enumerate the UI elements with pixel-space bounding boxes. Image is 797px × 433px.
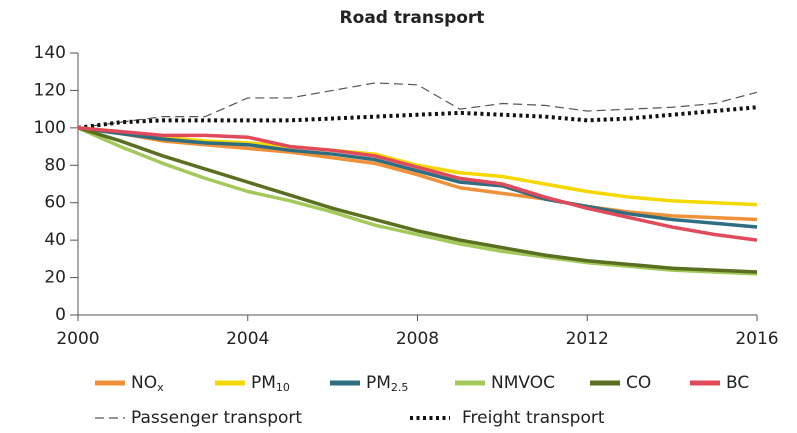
legend-name: CO — [626, 373, 651, 393]
series-line — [77, 82, 758, 129]
legend-subscript: 10 — [276, 381, 290, 394]
series-line — [77, 126, 758, 229]
y-tick-label: 20 — [44, 268, 66, 288]
legend-name: Freight transport — [462, 408, 605, 428]
legend-label: BC — [726, 373, 749, 393]
legend-name: PM — [366, 373, 391, 393]
legend-name: BC — [726, 373, 749, 393]
x-tick-label: 2004 — [226, 329, 269, 349]
legend-label: NMVOC — [491, 373, 555, 393]
y-tick-label: 120 — [34, 80, 66, 100]
y-tick-label: 40 — [44, 230, 66, 250]
legend-label: Freight transport — [462, 408, 605, 428]
x-tick-label: 2000 — [56, 329, 99, 349]
series-line — [77, 126, 758, 207]
legend-label: Passenger transport — [131, 408, 302, 428]
legend-label: PM10 — [251, 373, 290, 394]
legend-name: Passenger transport — [131, 408, 302, 428]
y-tick-label: 100 — [34, 118, 66, 138]
x-tick-label: 2008 — [396, 329, 439, 349]
chart-title: Road transport — [340, 8, 485, 28]
y-tick-label: 140 — [34, 43, 66, 63]
series-line — [77, 126, 758, 276]
legend-name: NMVOC — [491, 373, 555, 393]
legend-subscript: 2.5 — [391, 381, 409, 394]
y-tick-label: 0 — [55, 305, 66, 325]
series-line — [77, 126, 758, 222]
legend-subscript: x — [157, 381, 164, 394]
y-tick-label: 80 — [44, 155, 66, 175]
legend-name: PM — [251, 373, 276, 393]
series-line — [77, 126, 758, 274]
legend-label: CO — [626, 373, 651, 393]
y-tick-label: 60 — [44, 193, 66, 213]
legend-name: NO — [131, 373, 157, 393]
legend-label: PM2.5 — [366, 373, 408, 394]
series-line — [77, 126, 758, 242]
legend-label: NOx — [131, 373, 164, 394]
x-tick-label: 2016 — [735, 329, 778, 349]
x-tick-label: 2012 — [566, 329, 609, 349]
series-line — [77, 105, 758, 130]
